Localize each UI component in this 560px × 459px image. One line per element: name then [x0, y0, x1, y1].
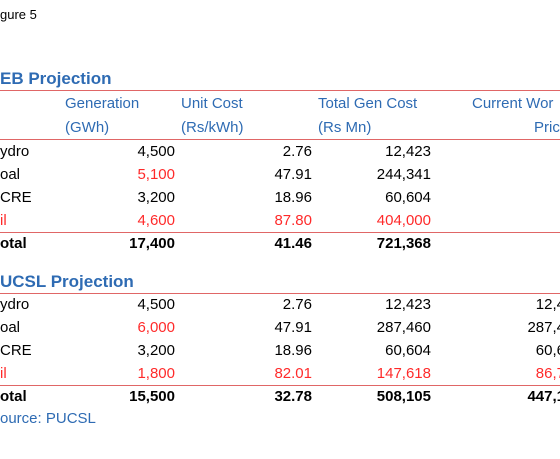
header-unit-cost: Unit Cost: [181, 95, 243, 112]
unit-cost-value: 32.78: [274, 388, 312, 405]
table-row: ydro 4,500 2.76 12,423 12,4: [0, 296, 560, 319]
header-unit-cost-unit: (Rs/kWh): [181, 119, 244, 136]
table-row: il 4,600 87.80 404,000: [0, 212, 560, 235]
ceb-header-rule: [0, 139, 560, 140]
generation-value: 15,500: [129, 388, 175, 405]
unit-cost-value: 18.96: [274, 342, 312, 359]
unit-cost-value: 82.01: [274, 365, 312, 382]
header-total-gen-cost-unit: (Rs Mn): [318, 119, 372, 136]
header-current-world: Current Wor: [472, 95, 554, 112]
generation-value: 17,400: [129, 235, 175, 252]
generation-value: 1,800: [137, 365, 175, 382]
generation-value: 3,200: [137, 189, 175, 206]
header-current-world-price: Pric: [534, 119, 560, 136]
header-generation-unit: (GWh): [65, 119, 110, 136]
generation-value: 5,100: [137, 166, 175, 183]
current-price-value: 287,4: [527, 319, 560, 336]
total-cost-value: 244,341: [376, 166, 431, 183]
pucsl-total-rule: [0, 385, 560, 386]
row-label: oal: [0, 166, 21, 183]
row-label: CRE: [0, 342, 32, 359]
ceb-title-rule: [0, 90, 560, 91]
source-note: ource: PUCSL: [0, 410, 96, 427]
table-row: CRE 3,200 18.96 60,604 60,6: [0, 342, 560, 365]
total-cost-value: 508,105: [376, 388, 431, 405]
total-cost-value: 287,460: [376, 319, 431, 336]
current-price-value: 60,6: [535, 342, 560, 359]
total-cost-value: 12,423: [385, 143, 431, 160]
unit-cost-value: 47.91: [274, 319, 312, 336]
table-row: ydro 4,500 2.76 12,423: [0, 143, 560, 166]
unit-cost-value: 47.91: [274, 166, 312, 183]
row-label: CRE: [0, 189, 32, 206]
row-label: il: [0, 365, 7, 382]
generation-value: 4,500: [137, 143, 175, 160]
table-row-total: otal 15,500 32.78 508,105 447,1: [0, 388, 560, 411]
current-price-value: 447,1: [527, 388, 560, 405]
header-generation: Generation: [65, 95, 140, 112]
table-row: il 1,800 82.01 147,618 86,7: [0, 365, 560, 388]
ceb-total-rule: [0, 232, 560, 233]
generation-value: 4,500: [137, 296, 175, 313]
table-row: oal 6,000 47.91 287,460 287,4: [0, 319, 560, 342]
unit-cost-value: 2.76: [282, 296, 312, 313]
total-cost-value: 147,618: [376, 365, 431, 382]
generation-value: 3,200: [137, 342, 175, 359]
unit-cost-value: 41.46: [274, 235, 312, 252]
row-label: ydro: [0, 143, 30, 160]
table-row: oal 5,100 47.91 244,341: [0, 166, 560, 189]
unit-cost-value: 2.76: [282, 143, 312, 160]
ceb-section-title: EB Projection: [0, 69, 112, 88]
current-price-value: 86,7: [535, 365, 560, 382]
current-price-value: 12,4: [535, 296, 560, 313]
row-label: il: [0, 212, 7, 229]
total-cost-value: 60,604: [385, 342, 431, 359]
total-cost-value: 12,423: [385, 296, 431, 313]
generation-value: 6,000: [137, 319, 175, 336]
row-label: otal: [0, 235, 27, 252]
generation-value: 4,600: [137, 212, 175, 229]
unit-cost-value: 87.80: [274, 212, 312, 229]
row-label: otal: [0, 388, 27, 405]
table-row: CRE 3,200 18.96 60,604: [0, 189, 560, 212]
row-label: ydro: [0, 296, 30, 313]
unit-cost-value: 18.96: [274, 189, 312, 206]
table-row-total: otal 17,400 41.46 721,368: [0, 235, 560, 258]
total-cost-value: 721,368: [376, 235, 431, 252]
pucsl-section-title: UCSL Projection: [0, 272, 134, 291]
total-cost-value: 404,000: [376, 212, 431, 229]
pucsl-title-rule: [0, 293, 560, 294]
figure-label: gure 5: [0, 7, 37, 22]
header-total-gen-cost: Total Gen Cost: [318, 95, 418, 112]
row-label: oal: [0, 319, 21, 336]
total-cost-value: 60,604: [385, 189, 431, 206]
